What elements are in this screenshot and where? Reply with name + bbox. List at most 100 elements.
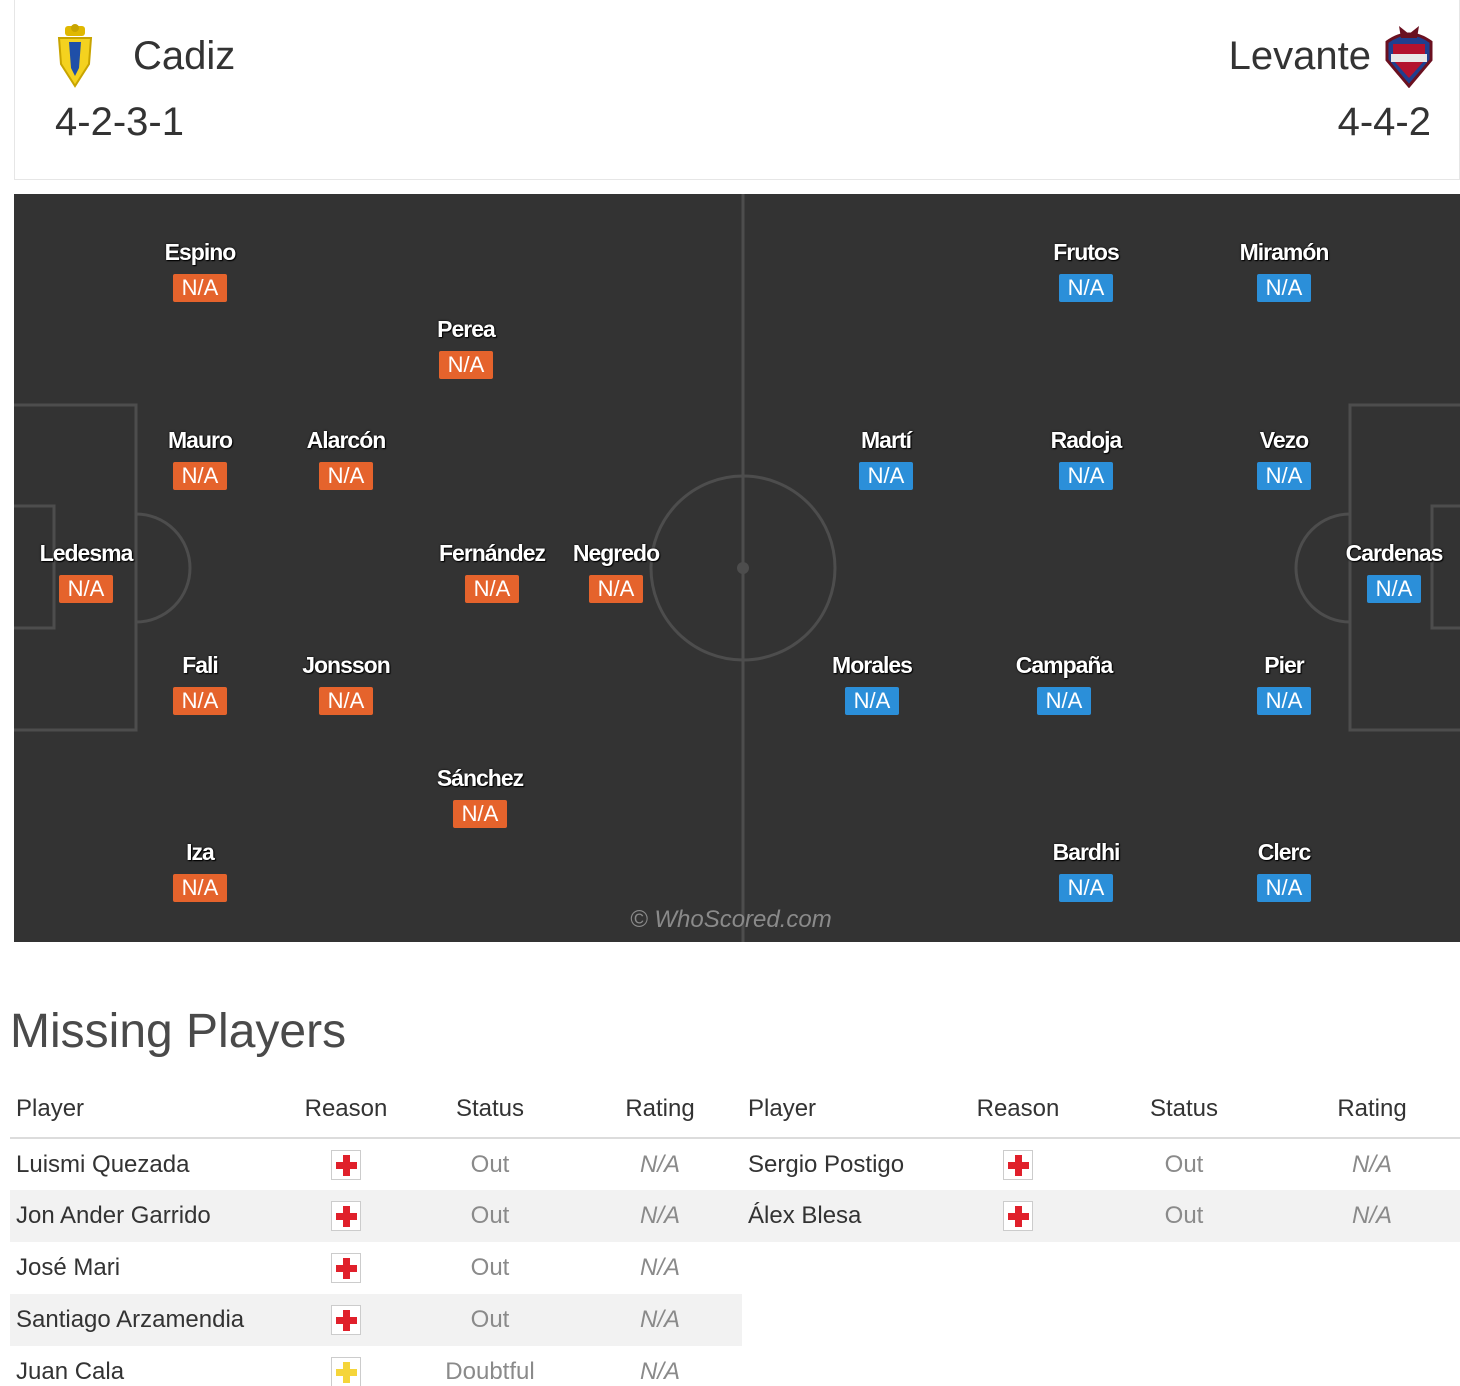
table-header-row: Player Reason Status Rating [742, 1080, 1460, 1139]
player-home-8[interactable]: Fali N/A [130, 651, 270, 715]
column-header-reason[interactable]: Reason [952, 1080, 1084, 1139]
player-name: Martí [861, 427, 912, 453]
injury-icon[interactable] [1003, 1149, 1033, 1180]
player-home-2[interactable]: Perea N/A [396, 315, 536, 379]
player-name-cell[interactable]: Santiago Arzamendia [10, 1294, 290, 1346]
player-name: Vezo [1259, 427, 1309, 453]
player-name: Mauro [168, 427, 233, 453]
levante-crest-icon[interactable] [1377, 20, 1441, 88]
rating-cell: N/A [1284, 1190, 1460, 1242]
column-header-status[interactable]: Status [1084, 1080, 1284, 1139]
player-rating: N/A [319, 462, 373, 490]
player-home-5[interactable]: Ledesma N/A [16, 539, 156, 603]
player-name-cell[interactable]: Álex Blesa [742, 1190, 952, 1242]
status-cell: Out [470, 1150, 510, 1178]
player-name: Jonsson [302, 652, 391, 678]
player-name-cell[interactable]: Luismi Quezada [16, 1150, 190, 1178]
column-header-rating[interactable]: Rating [1284, 1080, 1460, 1139]
player-rating: N/A [1257, 874, 1311, 902]
player-name: Ledesma [39, 540, 134, 566]
player-home-3[interactable]: Mauro N/A [130, 426, 270, 490]
player-rating: N/A [1059, 462, 1113, 490]
player-rating: N/A [1367, 575, 1421, 603]
player-name: Bardhi [1052, 839, 1121, 865]
player-rating: N/A [1059, 274, 1113, 302]
player-rating: N/A [173, 874, 227, 902]
player-away-10[interactable]: Bardhi N/A [1016, 838, 1156, 902]
player-rating: N/A [1037, 687, 1091, 715]
away-team-name[interactable]: Levante [1228, 34, 1371, 78]
player-home-1[interactable]: Espino N/A [130, 238, 270, 302]
missing-players-title: Missing Players [10, 1005, 347, 1058]
rating-cell: N/A [639, 1150, 680, 1178]
player-away-6[interactable]: Cardenas N/A [1324, 539, 1460, 603]
injury-icon[interactable] [1003, 1201, 1033, 1231]
column-header-player[interactable]: Player [742, 1080, 952, 1139]
rating-cell: N/A [578, 1190, 742, 1242]
player-home-10[interactable]: Sánchez N/A [410, 764, 550, 828]
column-header-rating[interactable]: Rating [578, 1080, 742, 1139]
column-header-player[interactable]: Player [10, 1080, 290, 1139]
player-away-2[interactable]: Miramón N/A [1214, 238, 1354, 302]
player-name: Pier [1264, 652, 1304, 678]
pitch-markings [14, 194, 1460, 942]
player-name-cell[interactable]: Jon Ander Garrido [10, 1190, 290, 1242]
player-rating: N/A [465, 575, 519, 603]
table-row: Álex Blesa Out N/A [742, 1190, 1460, 1242]
status-cell: Doubtful [445, 1358, 535, 1385]
injury-icon[interactable] [331, 1253, 361, 1283]
player-rating: N/A [173, 274, 227, 302]
player-home-11[interactable]: Iza N/A [130, 838, 270, 902]
player-name: Alarcón [306, 427, 387, 453]
player-away-8[interactable]: Campaña N/A [994, 651, 1134, 715]
injury-icon[interactable] [331, 1201, 361, 1231]
away-missing-table: Player Reason Status Rating Sergio Posti… [742, 1080, 1460, 1242]
status-cell: Out [402, 1190, 578, 1242]
player-away-5[interactable]: Vezo N/A [1214, 426, 1354, 490]
player-name: Radoja [1050, 427, 1123, 453]
player-name: Perea [437, 316, 496, 342]
injury-icon[interactable] [331, 1149, 361, 1180]
match-header: Cadiz 4-2-3-1 Levante 4-4-2 [14, 0, 1460, 180]
pitch: Espino N/A Perea N/A Mauro N/A Alarcón N… [14, 194, 1460, 942]
player-home-4[interactable]: Alarcón N/A [276, 426, 416, 490]
cadiz-crest-icon[interactable] [51, 20, 99, 90]
player-name-cell[interactable]: Sergio Postigo [748, 1150, 905, 1178]
player-name: Cardenas [1345, 540, 1444, 566]
player-name-cell[interactable]: José Mari [16, 1254, 121, 1281]
player-away-1[interactable]: Frutos N/A [1016, 238, 1156, 302]
home-missing-table: Player Reason Status Rating Luismi Queza… [10, 1080, 742, 1386]
player-rating: N/A [589, 575, 643, 603]
player-name: Fernández [438, 540, 546, 566]
rating-cell: N/A [639, 1358, 680, 1385]
player-name: Morales [832, 652, 913, 678]
home-team-name[interactable]: Cadiz [133, 34, 236, 78]
player-rating: N/A [1257, 687, 1311, 715]
table-row: Juan Cala Doubtful N/A [10, 1346, 742, 1386]
player-name: Campaña [1015, 652, 1114, 678]
player-home-9[interactable]: Jonsson N/A [276, 651, 416, 715]
player-rating: N/A [845, 687, 899, 715]
status-cell: Out [402, 1294, 578, 1346]
player-away-7[interactable]: Morales N/A [802, 651, 942, 715]
table-row: Santiago Arzamendia Out N/A [10, 1294, 742, 1346]
player-name: Frutos [1053, 239, 1120, 265]
player-rating: N/A [439, 351, 493, 379]
player-home-6[interactable]: Fernández N/A [422, 539, 562, 603]
table-row: Sergio Postigo Out N/A [742, 1138, 1460, 1190]
doubtful-icon[interactable] [331, 1357, 361, 1386]
table-row: Luismi Quezada Out N/A [10, 1138, 742, 1190]
player-name: Iza [186, 839, 215, 865]
player-rating: N/A [1059, 874, 1113, 902]
player-home-7[interactable]: Negredo N/A [546, 539, 686, 603]
player-away-11[interactable]: Clerc N/A [1214, 838, 1354, 902]
player-name: Miramón [1239, 239, 1330, 265]
player-rating: N/A [1257, 462, 1311, 490]
player-away-9[interactable]: Pier N/A [1214, 651, 1354, 715]
player-away-3[interactable]: Martí N/A [816, 426, 956, 490]
injury-icon[interactable] [331, 1305, 361, 1335]
player-away-4[interactable]: Radoja N/A [1016, 426, 1156, 490]
column-header-reason[interactable]: Reason [290, 1080, 402, 1139]
column-header-status[interactable]: Status [402, 1080, 578, 1139]
player-name-cell[interactable]: Juan Cala [16, 1358, 125, 1385]
